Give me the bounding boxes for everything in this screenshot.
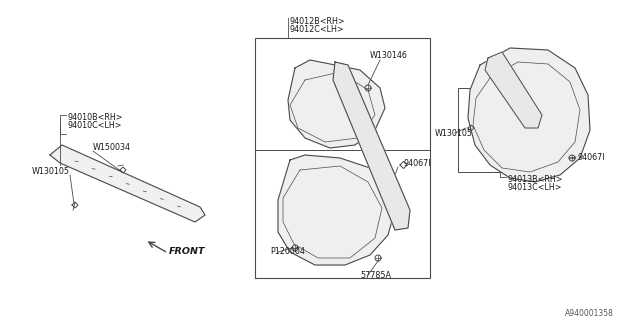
Polygon shape bbox=[288, 60, 385, 148]
Bar bbox=[458, 88, 525, 172]
Text: 94067I: 94067I bbox=[578, 153, 605, 162]
Polygon shape bbox=[468, 48, 590, 182]
Text: 94013B<RH>: 94013B<RH> bbox=[508, 175, 563, 185]
Text: W130105: W130105 bbox=[435, 129, 473, 138]
Text: FRONT: FRONT bbox=[169, 247, 205, 257]
Text: 94013C<LH>: 94013C<LH> bbox=[508, 183, 563, 193]
Polygon shape bbox=[485, 52, 542, 128]
Text: 94010C<LH>: 94010C<LH> bbox=[68, 122, 122, 131]
Text: A940001358: A940001358 bbox=[565, 308, 614, 317]
Text: W150034: W150034 bbox=[93, 143, 131, 153]
Text: 94010B<RH>: 94010B<RH> bbox=[68, 114, 124, 123]
Polygon shape bbox=[278, 155, 395, 265]
Text: 94012B<RH>: 94012B<RH> bbox=[290, 18, 346, 27]
Text: W130146: W130146 bbox=[370, 51, 408, 60]
Polygon shape bbox=[333, 62, 410, 230]
Polygon shape bbox=[50, 145, 205, 222]
Text: 94067I: 94067I bbox=[403, 158, 431, 167]
Text: W130105: W130105 bbox=[32, 167, 70, 177]
Text: 57785A: 57785A bbox=[360, 270, 391, 279]
Text: P120004: P120004 bbox=[270, 247, 305, 257]
Text: 94012C<LH>: 94012C<LH> bbox=[290, 26, 344, 35]
Bar bbox=[255, 38, 430, 278]
